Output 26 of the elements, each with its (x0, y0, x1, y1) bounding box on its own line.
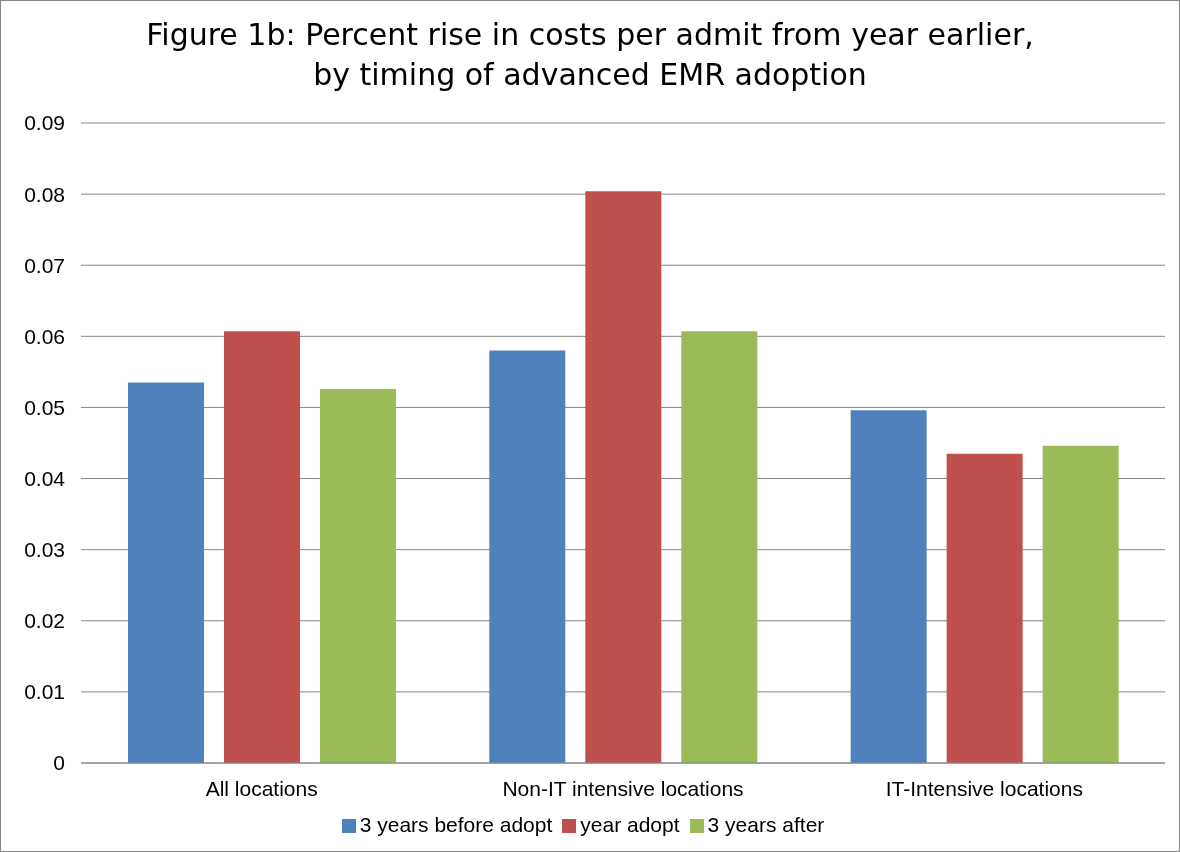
y-tick-label: 0 (53, 751, 65, 775)
bar (850, 410, 927, 763)
bar (223, 331, 300, 763)
bar (946, 453, 1023, 763)
y-tick-label: 0.09 (24, 111, 65, 135)
y-tick-label: 0.05 (24, 395, 65, 419)
bar (1042, 445, 1119, 763)
x-tick-label: Non-IT intensive locations (502, 776, 744, 800)
y-tick-label: 0.02 (24, 609, 65, 633)
legend-label: 3 years before adopt (359, 813, 553, 836)
y-tick-label: 0.03 (24, 538, 65, 562)
x-tick-label: All locations (205, 776, 318, 800)
legend-label: 3 years after (707, 813, 825, 836)
y-tick-label: 0.08 (24, 182, 65, 206)
bar (681, 331, 758, 763)
y-tick-label: 0.01 (24, 680, 65, 704)
bar (319, 388, 396, 763)
y-tick-label: 0.04 (24, 467, 66, 491)
bar (585, 191, 662, 763)
bar (127, 382, 204, 763)
bar (489, 350, 566, 763)
chart-title: Figure 1b: Percent rise in costs per admit from year earlier, by timing of advanced EMR adoption (145, 16, 1035, 94)
y-tick-label: 0.06 (24, 324, 65, 348)
x-tick-label: IT-Intensive locations (885, 776, 1083, 800)
y-tick-label: 0.07 (24, 253, 65, 277)
legend-label: year adopt (580, 813, 680, 836)
